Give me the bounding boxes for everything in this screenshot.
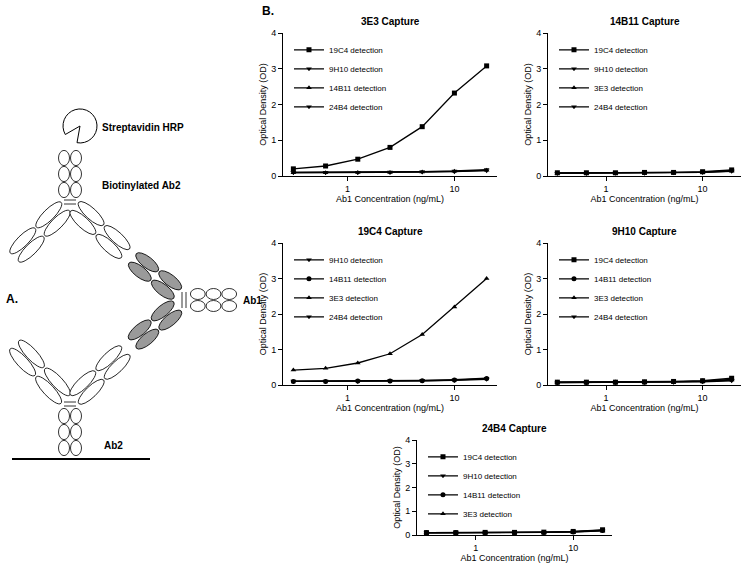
svg-text:9H10 detection: 9H10 detection bbox=[329, 65, 383, 74]
svg-text:4: 4 bbox=[405, 435, 410, 445]
svg-text:2: 2 bbox=[405, 483, 410, 493]
svg-text:4: 4 bbox=[536, 238, 541, 248]
svg-text:4: 4 bbox=[271, 238, 276, 248]
svg-text:A.: A. bbox=[6, 292, 18, 306]
svg-text:0: 0 bbox=[271, 171, 276, 181]
svg-text:3: 3 bbox=[536, 64, 541, 74]
svg-text:3: 3 bbox=[405, 459, 410, 469]
svg-text:0: 0 bbox=[536, 171, 541, 181]
svg-text:9H10 Capture: 9H10 Capture bbox=[612, 226, 677, 237]
svg-text:Ab2: Ab2 bbox=[104, 440, 123, 451]
svg-text:24B4 detection: 24B4 detection bbox=[594, 103, 647, 112]
svg-text:3E3 detection: 3E3 detection bbox=[594, 294, 643, 303]
svg-text:9H10 detection: 9H10 detection bbox=[463, 472, 517, 481]
svg-text:14B11 detection: 14B11 detection bbox=[329, 275, 386, 284]
svg-text:Ab1: Ab1 bbox=[243, 295, 262, 306]
svg-text:19C4 detection: 19C4 detection bbox=[594, 46, 648, 55]
svg-text:1: 1 bbox=[271, 345, 276, 355]
svg-text:Optical Density (OD): Optical Density (OD) bbox=[523, 273, 533, 356]
svg-text:19C4 detection: 19C4 detection bbox=[594, 256, 648, 265]
svg-text:2: 2 bbox=[536, 309, 541, 319]
svg-text:Optical Density (OD): Optical Density (OD) bbox=[258, 273, 268, 356]
svg-text:19C4 Capture: 19C4 Capture bbox=[358, 226, 423, 237]
svg-text:24B4 Capture: 24B4 Capture bbox=[482, 423, 547, 434]
svg-text:1: 1 bbox=[473, 543, 478, 553]
svg-text:B.: B. bbox=[262, 4, 274, 18]
svg-text:Optical Density (OD): Optical Density (OD) bbox=[523, 63, 533, 146]
svg-text:3E3 Capture: 3E3 Capture bbox=[361, 16, 420, 27]
svg-text:19C4 detection: 19C4 detection bbox=[463, 453, 517, 462]
svg-text:3E3 detection: 3E3 detection bbox=[463, 510, 512, 519]
svg-text:14B11 Capture: 14B11 Capture bbox=[610, 16, 680, 27]
svg-text:2: 2 bbox=[271, 100, 276, 110]
svg-text:Optical Density (OD): Optical Density (OD) bbox=[258, 63, 268, 146]
svg-text:0: 0 bbox=[405, 530, 410, 540]
svg-text:2: 2 bbox=[536, 100, 541, 110]
svg-text:1: 1 bbox=[604, 184, 609, 194]
svg-text:Ab1 Concentration (ng/mL): Ab1 Concentration (ng/mL) bbox=[336, 194, 444, 204]
svg-text:24B4 detection: 24B4 detection bbox=[594, 313, 647, 322]
svg-text:10: 10 bbox=[449, 393, 459, 403]
svg-text:3: 3 bbox=[271, 274, 276, 284]
svg-text:0: 0 bbox=[271, 380, 276, 390]
svg-text:4: 4 bbox=[271, 28, 276, 38]
svg-text:14B11 detection: 14B11 detection bbox=[329, 84, 386, 93]
svg-text:1: 1 bbox=[604, 393, 609, 403]
svg-text:3: 3 bbox=[536, 274, 541, 284]
svg-text:2: 2 bbox=[271, 309, 276, 319]
svg-text:9H10 detection: 9H10 detection bbox=[329, 256, 383, 265]
svg-text:Ab1 Concentration (ng/mL): Ab1 Concentration (ng/mL) bbox=[460, 553, 568, 563]
svg-text:10: 10 bbox=[698, 393, 708, 403]
svg-text:14B11 detection: 14B11 detection bbox=[594, 275, 651, 284]
svg-text:10: 10 bbox=[698, 184, 708, 194]
svg-text:Ab1 Concentration (ng/mL): Ab1 Concentration (ng/mL) bbox=[590, 194, 698, 204]
svg-text:1: 1 bbox=[536, 135, 541, 145]
svg-text:24B4 detection: 24B4 detection bbox=[329, 103, 382, 112]
svg-text:9H10 detection: 9H10 detection bbox=[594, 65, 648, 74]
svg-text:Ab1 Concentration (ng/mL): Ab1 Concentration (ng/mL) bbox=[590, 403, 698, 413]
svg-text:Biotinylated Ab2: Biotinylated Ab2 bbox=[102, 180, 181, 191]
svg-text:24B4 detection: 24B4 detection bbox=[329, 313, 382, 322]
svg-text:1: 1 bbox=[405, 506, 410, 516]
svg-text:1: 1 bbox=[345, 184, 350, 194]
svg-text:0: 0 bbox=[536, 380, 541, 390]
svg-text:19C4 detection: 19C4 detection bbox=[329, 46, 383, 55]
svg-text:Streptavidin HRP: Streptavidin HRP bbox=[102, 122, 184, 133]
svg-text:4: 4 bbox=[536, 28, 541, 38]
svg-text:14B11 detection: 14B11 detection bbox=[463, 491, 520, 500]
svg-text:Ab1 Concentration (ng/mL): Ab1 Concentration (ng/mL) bbox=[336, 403, 444, 413]
svg-text:10: 10 bbox=[449, 184, 459, 194]
svg-text:3: 3 bbox=[271, 64, 276, 74]
svg-text:1: 1 bbox=[345, 393, 350, 403]
svg-text:3E3 detection: 3E3 detection bbox=[594, 84, 643, 93]
svg-text:3E3 detection: 3E3 detection bbox=[329, 294, 378, 303]
svg-text:Optical Density (OD): Optical Density (OD) bbox=[392, 446, 402, 529]
svg-text:1: 1 bbox=[536, 345, 541, 355]
svg-text:1: 1 bbox=[271, 135, 276, 145]
svg-text:10: 10 bbox=[568, 543, 578, 553]
